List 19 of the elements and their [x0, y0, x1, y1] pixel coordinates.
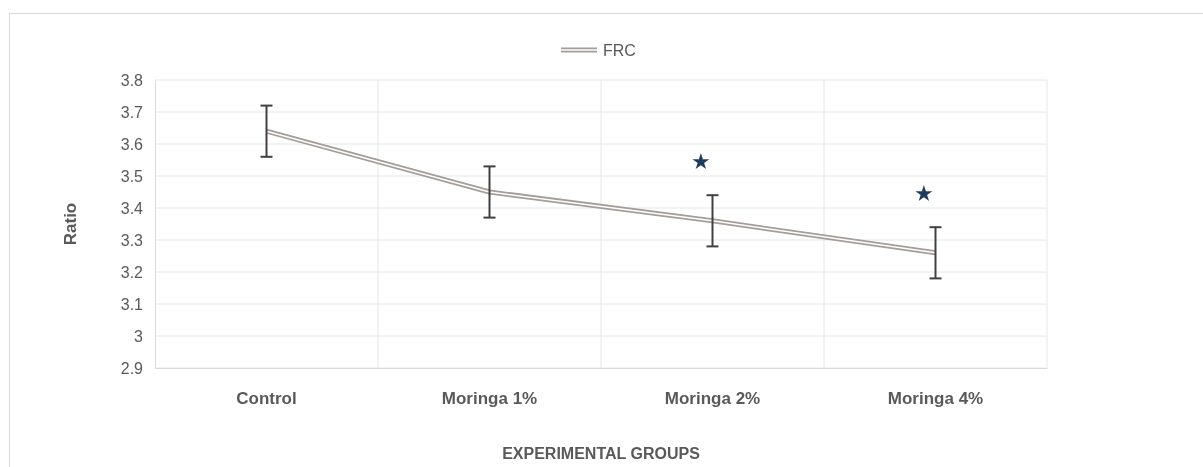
x-tick-label: Moringa 2%	[664, 389, 761, 409]
x-axis-title: EXPERIMENTAL GROUPS	[502, 445, 701, 462]
y-axis-title: Ratio	[61, 202, 80, 246]
x-tick-label: Moringa 1%	[441, 389, 538, 409]
y-tick-label: 3.6	[120, 135, 144, 153]
y-tick-label: 3.4	[120, 199, 144, 217]
y-tick-label: 3.8	[120, 71, 144, 89]
y-tick-label: 3	[134, 327, 144, 345]
annotation: ★	[913, 180, 934, 206]
y-tick-label: 3.7	[120, 103, 144, 121]
y-tick-label: 3.1	[120, 295, 144, 313]
y-tick-label: 3.2	[120, 263, 144, 281]
x-tick-label: Moringa 4%	[887, 389, 984, 409]
y-tick-label: 3.3	[120, 231, 144, 249]
y-tick-label: 3.5	[120, 167, 144, 185]
x-tick-label: Control	[236, 389, 297, 409]
y-tick-label: 2.9	[120, 359, 144, 377]
annotation: ★	[690, 148, 711, 174]
legend-label: FRC	[603, 41, 636, 59]
